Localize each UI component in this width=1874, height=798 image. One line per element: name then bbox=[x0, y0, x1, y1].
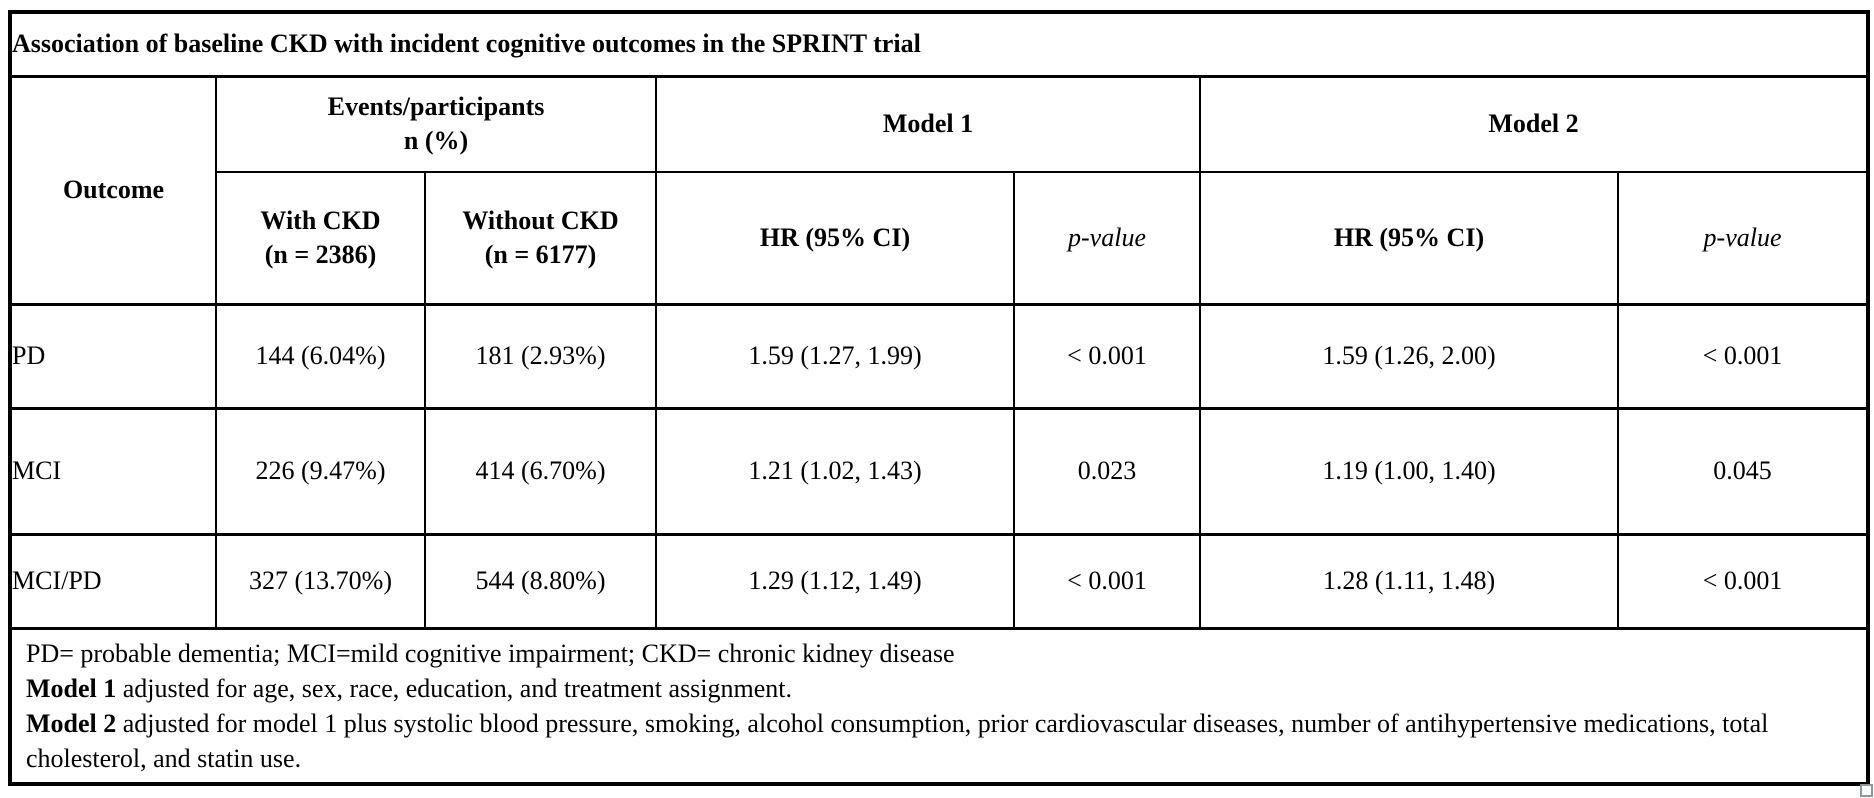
group-header-row: Outcome Events/participants n (%) Model … bbox=[9, 74, 1870, 305]
with-ckd-line1: With CKD bbox=[260, 205, 381, 235]
cell-model2-p: < 0.001 bbox=[1616, 302, 1870, 409]
cell-model1-hr: 1.59 (1.27, 1.99) bbox=[655, 302, 1015, 409]
sub-header-row: With CKD (n = 2386) Without CKD (n = 617… bbox=[10, 171, 1870, 305]
cell-outcome: MCI/PD bbox=[9, 532, 217, 629]
cell-model2-p: 0.045 bbox=[1616, 406, 1870, 535]
results-table: Association of baseline CKD with inciden… bbox=[8, 10, 1871, 786]
col-header-model2-hr: HR (95% CI) bbox=[1199, 171, 1619, 305]
footnote-model1-label: Model 1 bbox=[26, 673, 117, 703]
footnote-row: PD= probable dementia; MCI=mild cognitiv… bbox=[8, 626, 1870, 785]
col-header-without-ckd: Without CKD (n = 6177) bbox=[424, 171, 657, 305]
table-title: Association of baseline CKD with inciden… bbox=[8, 11, 1870, 77]
col-header-with-ckd: With CKD (n = 2386) bbox=[215, 171, 426, 305]
cell-without-ckd: 181 (2.93%) bbox=[424, 302, 657, 409]
resize-handle[interactable] bbox=[1860, 784, 1873, 797]
with-ckd-line2: (n = 2386) bbox=[264, 239, 377, 269]
footnote-model1-text: adjusted for age, sex, race, education, … bbox=[116, 673, 793, 703]
footnote-model2-text: adjusted for model 1 plus systolic blood… bbox=[26, 708, 1769, 773]
table-row-pd: PD 144 (6.04%) 181 (2.93%) 1.59 (1.27, 1… bbox=[9, 302, 1870, 409]
cell-without-ckd: 544 (8.80%) bbox=[424, 532, 657, 629]
cell-model2-hr: 1.59 (1.26, 2.00) bbox=[1199, 302, 1619, 409]
cell-model1-hr: 1.29 (1.12, 1.49) bbox=[655, 532, 1015, 629]
cell-with-ckd: 226 (9.47%) bbox=[215, 406, 426, 535]
col-header-model2-pvalue: p-value bbox=[1616, 171, 1870, 305]
table-row-mci: MCI 226 (9.47%) 414 (6.70%) 1.21 (1.02, … bbox=[9, 406, 1870, 535]
title-row: Association of baseline CKD with inciden… bbox=[8, 11, 1870, 77]
cell-outcome: PD bbox=[9, 302, 217, 409]
footnote-model2: Model 2 adjusted for model 1 plus systol… bbox=[26, 706, 1850, 776]
col-header-outcome: Outcome bbox=[9, 74, 217, 305]
footnote-cell: PD= probable dementia; MCI=mild cognitiv… bbox=[8, 626, 1870, 785]
cell-with-ckd: 327 (13.70%) bbox=[215, 532, 426, 629]
table-row-mci-pd: MCI/PD 327 (13.70%) 544 (8.80%) 1.29 (1.… bbox=[9, 532, 1870, 629]
cell-with-ckd: 144 (6.04%) bbox=[215, 302, 426, 409]
col-header-events-participants: Events/participants n (%) bbox=[215, 74, 657, 173]
cell-model1-p: 0.023 bbox=[1013, 406, 1201, 535]
cell-model2-hr: 1.28 (1.11, 1.48) bbox=[1199, 532, 1619, 629]
col-header-model2: Model 2 bbox=[1198, 74, 1870, 173]
events-participants-line1: Events/participants bbox=[327, 92, 545, 122]
cell-without-ckd: 414 (6.70%) bbox=[424, 406, 657, 535]
without-ckd-line1: Without CKD bbox=[462, 205, 619, 235]
without-ckd-line2: (n = 6177) bbox=[484, 239, 597, 269]
cell-model1-p: < 0.001 bbox=[1013, 302, 1201, 409]
events-participants-line2: n (%) bbox=[403, 126, 469, 156]
footnote-abbreviations: PD= probable dementia; MCI=mild cognitiv… bbox=[26, 638, 955, 668]
col-header-model1-hr: HR (95% CI) bbox=[655, 171, 1015, 305]
col-header-model1-pvalue: p-value bbox=[1013, 171, 1201, 305]
footnote-model2-label: Model 2 bbox=[26, 708, 117, 738]
footnote-model1: Model 1 adjusted for age, sex, race, edu… bbox=[26, 671, 1850, 706]
cell-model2-p: < 0.001 bbox=[1616, 532, 1870, 629]
cell-outcome: MCI bbox=[9, 406, 217, 535]
cell-model1-p: < 0.001 bbox=[1013, 532, 1201, 629]
cell-model2-hr: 1.19 (1.00, 1.40) bbox=[1199, 406, 1619, 535]
col-header-model1: Model 1 bbox=[655, 74, 1201, 173]
cell-model1-hr: 1.21 (1.02, 1.43) bbox=[655, 406, 1015, 535]
